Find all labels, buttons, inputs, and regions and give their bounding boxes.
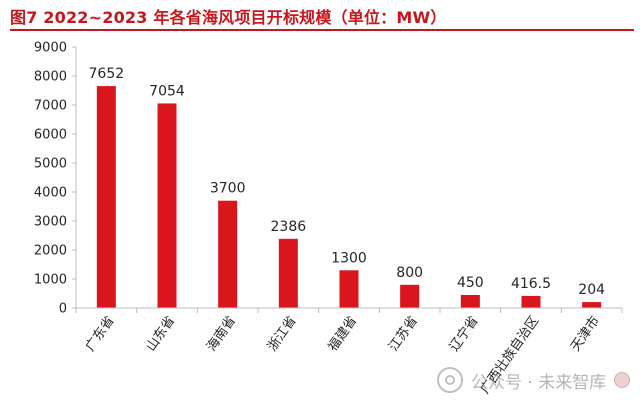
y-tick-label: 3000 bbox=[34, 215, 67, 230]
x-tick-label: 辽宁省 bbox=[446, 313, 481, 354]
watermark: 公众号 · 未来智库 bbox=[437, 365, 632, 395]
bar bbox=[582, 302, 602, 308]
y-tick-label: 7000 bbox=[34, 99, 67, 114]
x-tick-label: 海南省 bbox=[203, 313, 238, 354]
data-label: 800 bbox=[396, 265, 423, 281]
data-label: 204 bbox=[578, 282, 605, 298]
data-labels: 7652 7054 3700 2386 1300 800 450 416.5 204 bbox=[89, 66, 606, 298]
y-tick-label: 2000 bbox=[34, 244, 67, 259]
y-tick-label: 9000 bbox=[34, 41, 67, 56]
bar bbox=[96, 86, 116, 308]
watermark-badge-icon bbox=[614, 372, 631, 388]
data-label: 7652 bbox=[89, 66, 125, 82]
x-tick-label: 浙江省 bbox=[265, 314, 300, 355]
y-tick-label: 4000 bbox=[34, 186, 67, 201]
x-tick-label: 山东省 bbox=[144, 314, 179, 355]
y-tick-label: 5000 bbox=[34, 157, 67, 172]
data-label: 416.5 bbox=[511, 276, 551, 292]
y-tick-label: 0 bbox=[59, 302, 67, 317]
x-tick-label: 广东省 bbox=[83, 314, 118, 355]
watermark-text: 公众号 · 未来智库 bbox=[471, 372, 607, 393]
data-label: 7054 bbox=[149, 83, 185, 99]
wechat-logo-icon bbox=[437, 367, 463, 393]
x-tick-label: 江苏省 bbox=[385, 313, 420, 354]
bar bbox=[460, 294, 480, 308]
x-tick-label: 福建省 bbox=[326, 314, 361, 355]
data-label: 3700 bbox=[210, 181, 246, 197]
bar bbox=[157, 103, 177, 309]
data-label: 450 bbox=[457, 275, 484, 291]
bar bbox=[339, 270, 359, 308]
x-tick-label: 天津市 bbox=[567, 313, 602, 354]
bar bbox=[278, 238, 298, 308]
bar bbox=[218, 200, 238, 308]
bar bbox=[521, 295, 541, 308]
bar bbox=[400, 284, 420, 308]
y-tick-label: 1000 bbox=[34, 273, 67, 288]
bar-series bbox=[96, 86, 602, 309]
title-underline bbox=[10, 29, 634, 31]
y-axis: 0 1000 2000 3000 4000 5000 6000 7000 8000 9000 bbox=[34, 41, 77, 317]
data-label: 2386 bbox=[271, 219, 307, 235]
y-tick-label: 8000 bbox=[34, 70, 67, 85]
y-tick-label: 6000 bbox=[34, 128, 67, 143]
data-label: 1300 bbox=[331, 250, 367, 266]
chart-title: 图7 2022~2023 年各省海风项目开标规模（单位：MW） bbox=[10, 8, 447, 27]
